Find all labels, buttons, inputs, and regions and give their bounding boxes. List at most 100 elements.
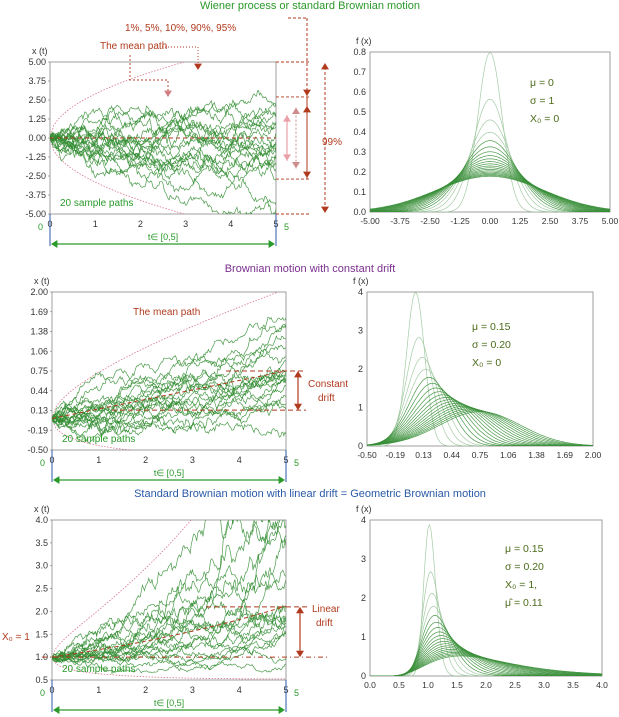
interval-end-label: 5 (294, 458, 299, 468)
sample-path (52, 616, 286, 667)
sample-path (50, 105, 276, 157)
density-curve (367, 337, 593, 446)
pct-label: 99% (322, 137, 342, 148)
drift-arrow-down (294, 403, 302, 411)
y-tick-label: 0.5 (35, 675, 48, 685)
interval-arrow-left (53, 706, 60, 714)
pct-arrow-up (321, 63, 329, 70)
sample-paths-label: 20 sample paths (62, 664, 135, 675)
y-tick-label: 1 (358, 403, 363, 413)
sample-path (52, 416, 286, 445)
y-tick-label: -5.00 (25, 209, 46, 219)
x-tick-label: 3 (190, 685, 195, 695)
density-curve (370, 169, 610, 212)
param-label: X₀ = 0 (530, 113, 559, 125)
interval-arrow-left (51, 240, 58, 248)
mean-path-pointer-head (164, 90, 172, 97)
mean-path-pointer (129, 55, 169, 92)
y-axis-label: f (x) (356, 36, 372, 46)
x-tick-label: 1.25 (512, 216, 529, 226)
quantile-pointer (162, 46, 199, 65)
sample-path (52, 520, 279, 659)
param-label: μ = 0 (530, 77, 554, 89)
density-curve (367, 403, 593, 446)
interval-label: t∈ [0,5] (148, 232, 178, 242)
plot-area (50, 62, 276, 214)
sample-path (50, 90, 276, 148)
density-curve (370, 158, 610, 212)
drift-label: drift (318, 393, 335, 404)
y-tick-label: 3 (358, 326, 363, 336)
y-tick-label: 0.13 (30, 406, 48, 416)
y-tick-label: 3 (361, 554, 366, 564)
y-tick-label: 0 (361, 671, 366, 681)
x-tick-label: 5.00 (602, 216, 619, 226)
sample-path (50, 119, 276, 175)
density-curve (367, 410, 593, 446)
y-tick-label: 1.06 (30, 346, 48, 356)
sample-path (50, 132, 276, 168)
density-curve (370, 163, 610, 212)
x-tick-label: 0.00 (482, 216, 499, 226)
sample-path (52, 394, 286, 437)
sample-path (52, 520, 286, 662)
x-tick-label: 3 (190, 455, 195, 465)
sample-paths-label: 20 sample paths (60, 198, 133, 209)
inner-arrow-up (303, 106, 311, 113)
sample-path (52, 573, 286, 661)
y-axis-label: x (t) (34, 504, 50, 514)
x-tick-label: 1.38 (528, 450, 545, 460)
drift-label: Constant (308, 379, 348, 390)
y-tick-label: 4.0 (35, 515, 48, 525)
x-tick-label: 3 (183, 219, 188, 229)
inner-pink-head (283, 115, 291, 122)
drift-label: Linear (312, 604, 340, 615)
sample-path (52, 645, 286, 664)
y-tick-label: 0.5 (353, 107, 366, 117)
x-tick-label: -1.25 (450, 216, 470, 226)
sample-path (52, 569, 286, 664)
sample-path (52, 345, 286, 425)
density-curve (367, 391, 593, 446)
y-tick-label: 0.8 (353, 47, 366, 57)
sample-path (50, 112, 276, 167)
interval-end-label: 5 (294, 688, 299, 698)
y-tick-label: 0.00 (28, 133, 46, 143)
y-tick-label: 0.7 (353, 67, 366, 77)
density-curve (367, 411, 593, 446)
y-tick-label: 0.44 (30, 386, 48, 396)
sample-path (50, 105, 276, 167)
y-tick-label: 3.0 (35, 561, 48, 571)
y-tick-label: 0 (358, 441, 363, 451)
sample-path (52, 611, 286, 661)
density-curve (367, 394, 593, 446)
sample-path (52, 385, 286, 426)
inner-pink-head (283, 154, 291, 161)
y-tick-label: 0.2 (353, 167, 366, 177)
interval-start-label: 0 (38, 222, 43, 232)
panel-title: Standard Brownian motion with linear dri… (134, 488, 486, 500)
interval-label: t∈ [0,5] (154, 698, 184, 708)
pct-arrow-down (321, 206, 329, 213)
mean-path (52, 605, 286, 658)
y-tick-label: 0.0 (353, 207, 366, 217)
density-curve (370, 175, 610, 210)
density-curve (370, 151, 610, 212)
y-tick-label: 2.00 (30, 287, 48, 297)
mean-path (52, 370, 286, 419)
density-curve (370, 655, 602, 676)
density-chart: f (x)4 3 2 1 00.0 0.5 1.0 1.5 2.0 2.5 3.0 3.5 4.0 μ =… (356, 504, 608, 690)
panel-title: Wiener process or standard Brownian moti… (200, 0, 420, 12)
x-tick-label: 2.00 (585, 450, 602, 460)
interval-arrow-right (278, 476, 285, 484)
mean-path-label: The mean path (100, 41, 167, 52)
x-tick-label: -0.19 (386, 450, 406, 460)
x-tick-label: 0.75 (472, 450, 489, 460)
panel-3: Standard Brownian motion with linear dri… (2, 488, 608, 714)
interval-label: t∈ [0,5] (154, 468, 184, 478)
y-tick-label: 2 (358, 364, 363, 374)
start-label: X₀ = 1 (2, 632, 30, 643)
quantile-pointer-head (194, 63, 202, 70)
density-curve (367, 397, 593, 446)
